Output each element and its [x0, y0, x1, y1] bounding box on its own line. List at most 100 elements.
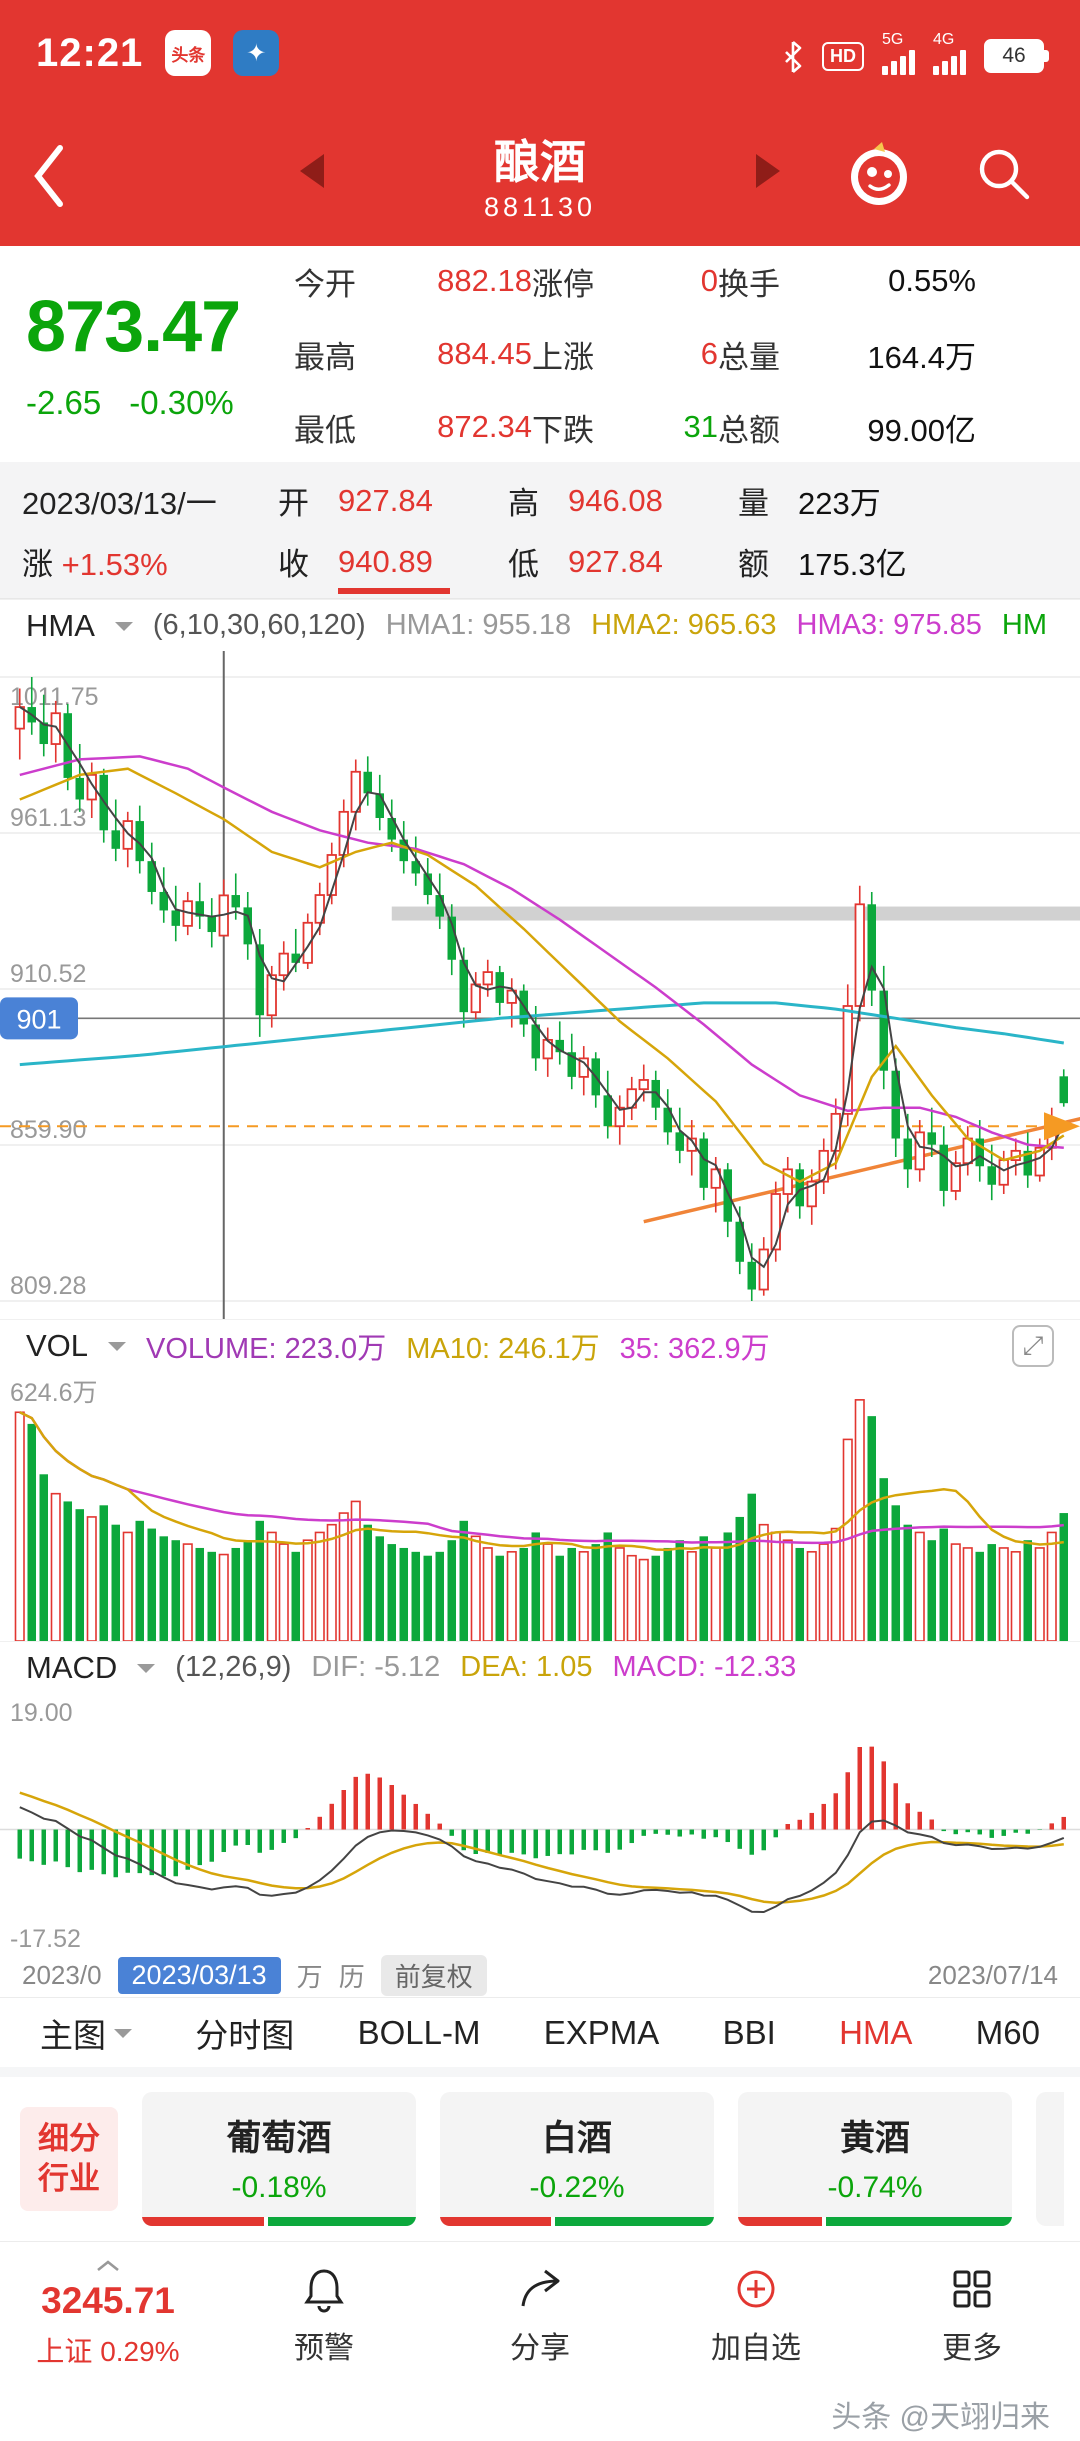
stat-label: 最低 [294, 412, 356, 448]
stat-value: 6 [700, 336, 718, 371]
sector-card-huangjiu[interactable]: 黄酒 -0.74% [738, 2092, 1012, 2226]
fullscreen-icon[interactable]: ⤢ [1012, 1324, 1054, 1367]
stat-label: 最高 [294, 339, 356, 375]
tab-main-chart[interactable]: 主图 [40, 2009, 132, 2057]
low-label: 低 [508, 547, 539, 582]
add-watchlist-button[interactable]: 加自选 [648, 2263, 864, 2367]
crosshair-info-bar: 2023/03/13/一 开 927.84 高 946.08 量 223万 涨 … [0, 462, 1080, 599]
high-value: 946.08 [568, 482, 663, 518]
stat-value: 884.45 [437, 336, 532, 371]
vol-value: 223万 [798, 486, 881, 521]
index-quote-button[interactable]: 3245.71 上证 0.29% [0, 2259, 216, 2370]
hma-indicator-row: HMA (6,10,30,60,120) HMA1: 955.18 HMA2: … [0, 599, 1080, 651]
axis-tag: 历 [338, 1961, 365, 1992]
macd-value: MACD: -12.33 [612, 1651, 797, 1683]
selected-date: 2023/03/13/一 [22, 486, 217, 521]
svg-text:859.90: 859.90 [10, 1116, 86, 1144]
hma3-value: HMA3: 975.85 [796, 609, 982, 641]
sector-ratio-bar [738, 2217, 1012, 2226]
vol-ma10-value: MA10: 246.1万 [406, 1332, 600, 1365]
stat-label: 总额 [718, 412, 780, 448]
alert-button[interactable]: 预警 [216, 2263, 432, 2367]
more-button[interactable]: 更多 [864, 2263, 1080, 2367]
price-change: -2.65 -0.30% [26, 384, 234, 421]
search-icon[interactable] [972, 142, 1036, 206]
low-value: 927.84 [568, 543, 663, 579]
axis-tag: 万 [296, 1961, 323, 1992]
tab-boll-m[interactable]: BOLL-M [357, 2013, 481, 2051]
chart-tabs: 主图 分时图 BOLL-M EXPMA BBI HMA M60 [0, 1997, 1080, 2067]
vol-ma35-value: 35: 362.9万 [619, 1332, 770, 1365]
bottom-nav: 3245.71 上证 0.29% 预警 分享 加自选 更多 [0, 2241, 1080, 2387]
toutiao-app-icon: 头条 [165, 30, 212, 76]
change-cell: 涨 +1.53% [22, 547, 168, 582]
date-axis-row: 2023/0 2023/03/13 万 历 前复权 2023/07/14 [0, 1953, 1080, 1997]
share-icon [521, 2269, 560, 2306]
next-stock-arrow[interactable] [756, 154, 780, 188]
stat-label: 上涨 [532, 339, 594, 375]
open-label: 开 [278, 486, 309, 521]
back-button[interactable] [28, 140, 68, 212]
candlestick-chart[interactable]: 1011.75 961.13 910.52 859.90 809.28 901 [0, 651, 1080, 1319]
hd-call-icon: HD [822, 41, 864, 71]
tab-m60[interactable]: M60 [975, 2013, 1040, 2051]
stat-value: 99.00亿 [867, 412, 976, 448]
sub-industry-strip: 细分 行业 葡萄酒 -0.18% 白酒 -0.22% 黄酒 -0.74% [0, 2067, 1080, 2241]
dif-value: DIF: -5.12 [311, 1651, 441, 1683]
tab-intraday[interactable]: 分时图 [195, 2016, 295, 2054]
plus-circle-icon [737, 2270, 775, 2307]
volume-chart[interactable]: 624.6万 [0, 1371, 1080, 1641]
indicator-name[interactable]: MACD [26, 1649, 118, 1685]
prev-stock-arrow[interactable] [300, 154, 324, 188]
grid-icon [953, 2270, 991, 2307]
tab-expma[interactable]: EXPMA [543, 2013, 660, 2051]
stat-value: 31 [683, 409, 718, 444]
tab-hma[interactable]: HMA [839, 2013, 913, 2051]
indicator-name[interactable]: HMA [26, 607, 95, 643]
high-label: 高 [508, 486, 539, 521]
sector-card-wine[interactable]: 葡萄酒 -0.18% [142, 2092, 416, 2226]
axis-end-date: 2023/07/14 [927, 1959, 1058, 1990]
svg-text:19.00: 19.00 [10, 1699, 73, 1727]
macd-chart[interactable]: 19.00 -17.52 [0, 1693, 1080, 1953]
axis-start-date: 2023/0 [22, 1959, 102, 1990]
battery-icon: 46 [984, 38, 1049, 73]
volume-value: VOLUME: 223.0万 [146, 1332, 387, 1365]
svg-text:-17.52: -17.52 [10, 1925, 81, 1953]
news-app-icon: ✦ [233, 30, 280, 76]
sector-ratio-bar [440, 2217, 714, 2226]
amount-label: 额 [738, 547, 769, 582]
chevron-down-icon[interactable] [114, 621, 133, 640]
mascot-icon[interactable] [844, 140, 914, 210]
clock: 12:21 [36, 30, 144, 75]
signal-5g-icon: 5G [882, 31, 915, 75]
sector-card-partial[interactable] [1036, 2092, 1064, 2226]
sub-industry-badge: 细分 行业 [20, 2106, 118, 2212]
close-label: 收 [278, 547, 309, 582]
tab-bbi[interactable]: BBI [722, 2013, 776, 2051]
share-button[interactable]: 分享 [432, 2263, 648, 2367]
quote-stats-grid: 今开 882.18 涨停 0 换手 0.55% 最高 884.45 上涨 6 总… [294, 259, 1054, 450]
amount-value: 175.3亿 [798, 547, 907, 582]
adjust-mode-button[interactable]: 前复权 [380, 1954, 487, 1996]
svg-text:624.6万: 624.6万 [10, 1379, 98, 1407]
chevron-up-icon [97, 2259, 119, 2271]
open-value: 927.84 [338, 482, 433, 518]
chevron-down-icon[interactable] [137, 1663, 156, 1682]
status-bar: 12:21 头条 ✦ HD 5G 4G 46 [0, 0, 1080, 106]
chevron-down-icon[interactable] [108, 1341, 127, 1360]
stat-label: 涨停 [532, 266, 594, 302]
hma2-value: HMA2: 965.63 [591, 609, 777, 641]
stat-label: 今开 [294, 266, 356, 302]
stat-value: 872.34 [437, 409, 532, 444]
indicator-name[interactable]: VOL [26, 1327, 89, 1363]
bluetooth-icon [785, 40, 802, 73]
stat-label: 下跌 [532, 412, 594, 448]
stat-value: 882.18 [437, 263, 532, 298]
hma-tail: HM [1001, 609, 1047, 641]
sector-card-baijiu[interactable]: 白酒 -0.22% [440, 2092, 714, 2226]
stat-value: 164.4万 [867, 339, 976, 375]
hma1-value: HMA1: 955.18 [385, 609, 572, 641]
app-header: 酿酒 881130 [0, 106, 1080, 246]
page-title: 酿酒 [494, 136, 586, 188]
